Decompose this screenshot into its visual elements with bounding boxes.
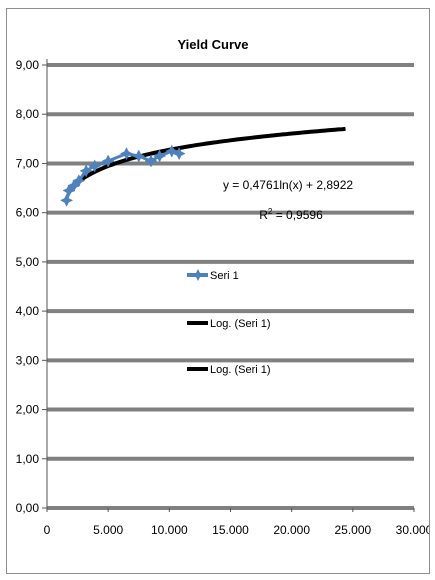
y-tick-label-9: 9,00 (16, 58, 40, 72)
y-tick-label-7: 7,00 (16, 156, 40, 170)
r-squared-r: R (259, 208, 268, 222)
x-tick-label-1: 5.000 (93, 523, 123, 537)
gridlines (47, 63, 414, 510)
legend-label-1: Log. (Seri 1) (210, 318, 271, 330)
series-0-point-3 (72, 174, 86, 188)
series-0-point-11 (165, 144, 179, 158)
r-squared-value: = 0,9596 (272, 208, 323, 222)
x-tick-label-0: 0 (44, 523, 51, 537)
chart-title: Yield Curve (177, 37, 248, 52)
series (60, 144, 186, 207)
series-0-point-5 (88, 159, 102, 173)
trendline-log (65, 126, 346, 195)
y-tick-label-5: 5,00 (16, 255, 40, 269)
series-0-point-8 (132, 149, 146, 163)
y-tick-label-6: 6,00 (16, 206, 40, 220)
trendline-equation: y = 0,4761ln(x) + 2,8922 (223, 178, 353, 192)
series-0-point-1 (62, 183, 76, 198)
r-squared-exponent: 2 (268, 207, 273, 216)
chart-frame[interactable]: 0,00 1,00 2,00 3,00 4,00 5,00 6,00 7,00 8,00 9,00… (6, 8, 433, 574)
chart-svg: 0,00 1,00 2,00 3,00 4,00 5,00 6,00 7,00 8,00 9,00… (16, 37, 433, 537)
y-tick-label-3: 3,00 (16, 353, 40, 367)
x-tick-label-5: 25.000 (334, 523, 371, 537)
series-0-line (65, 149, 180, 201)
series-0-point-0 (60, 193, 74, 207)
y-tick-label-2: 2,00 (16, 403, 40, 417)
series-0-point-7 (119, 147, 134, 161)
y-tick-label-8: 8,00 (16, 107, 40, 121)
legend: Seri 1 Log. (Seri 1) Log. (Seri 1) (187, 269, 271, 376)
r-squared-label: R2 = 0,9596 (259, 207, 323, 222)
series-0-point-9 (144, 154, 158, 168)
legend-label-2: Log. (Seri 1) (210, 364, 271, 376)
series-0-point-10 (152, 149, 167, 163)
series-0-point-4 (79, 164, 93, 178)
x-tick-label-2: 10.000 (151, 523, 188, 537)
x-tick-label-6: 30.000 (396, 523, 429, 537)
legend-seri-1-marker (192, 269, 204, 281)
trendline (65, 126, 346, 195)
axes: 0,00 1,00 2,00 3,00 4,00 5,00 6,00 7,00 8,00 9,00… (16, 58, 433, 537)
x-tick-label-4: 20.000 (273, 523, 310, 537)
legend-label-0: Seri 1 (210, 270, 239, 282)
y-tick-label-4: 4,00 (16, 304, 40, 318)
series-0-point-12 (172, 147, 186, 161)
y-tick-label-1: 1,00 (16, 452, 40, 466)
series-0-point-2 (67, 179, 81, 193)
series-0-point-6 (101, 154, 115, 168)
x-tick-label-3: 15.000 (212, 523, 249, 537)
y-tick-label-0: 0,00 (16, 501, 40, 515)
